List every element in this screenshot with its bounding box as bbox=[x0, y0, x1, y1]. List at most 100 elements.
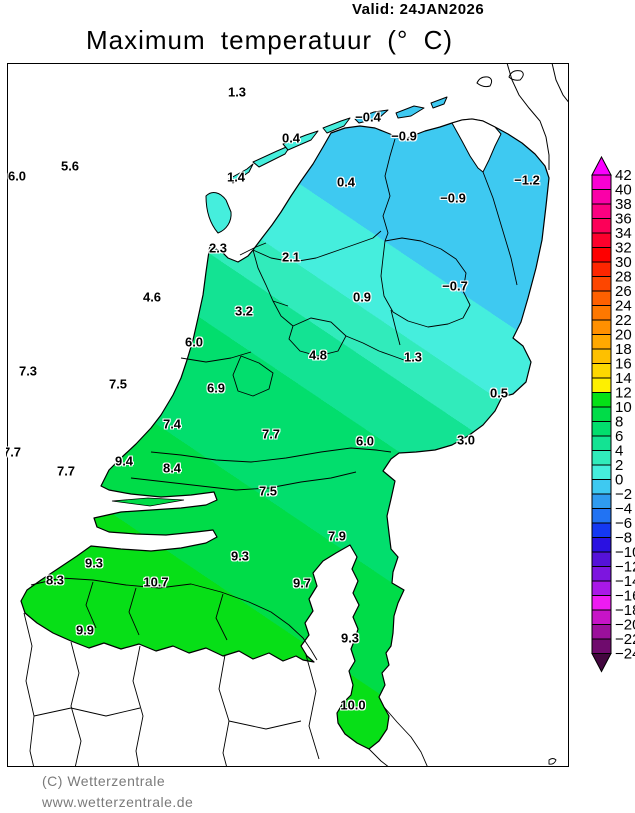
scale-cell bbox=[591, 392, 612, 408]
scale-cell bbox=[591, 522, 612, 538]
scale-tick-label: −20 bbox=[615, 617, 635, 634]
scale-cell bbox=[591, 247, 612, 263]
scale-cell bbox=[591, 566, 612, 582]
scale-tick-label: 24 bbox=[615, 298, 632, 315]
scale-cell bbox=[591, 406, 612, 422]
scale-cell bbox=[591, 334, 612, 350]
station-temp-label: 10.7 bbox=[143, 574, 169, 590]
scale-cell bbox=[591, 537, 612, 553]
scale-cell bbox=[591, 305, 612, 321]
station-temp-label: 9.3 bbox=[230, 548, 250, 564]
scale-cell bbox=[591, 276, 612, 292]
scale-arrow-top bbox=[591, 155, 612, 176]
scale-cell bbox=[591, 203, 612, 219]
island-schiermonnikoog bbox=[322, 117, 351, 134]
station-temp-label: 9.4 bbox=[114, 453, 134, 469]
scale-tick-label: 30 bbox=[615, 254, 632, 271]
island-ameland bbox=[282, 130, 319, 151]
scale-tick-label: 8 bbox=[615, 414, 623, 431]
station-temp-label: 0.4 bbox=[281, 130, 301, 146]
station-temp-label: 4.6 bbox=[142, 289, 162, 305]
station-temp-label: 7.5 bbox=[108, 376, 128, 392]
scale-cell bbox=[591, 174, 612, 190]
zeeland-island-sliver bbox=[111, 497, 185, 507]
color-scale-svg: 424038363432302826242220181614121086420−… bbox=[591, 155, 635, 673]
landmass-netherlands-flanders bbox=[20, 118, 550, 750]
station-temp-label: 3.2 bbox=[234, 303, 254, 319]
scale-tick-label: −8 bbox=[615, 530, 632, 547]
island-vlieland bbox=[228, 163, 254, 184]
scale-tick-label: −6 bbox=[615, 515, 632, 532]
scale-cell bbox=[591, 218, 612, 234]
station-temp-label: 6.0 bbox=[355, 433, 375, 449]
dollart-estuary bbox=[451, 118, 502, 173]
station-temp-label: −0.4 bbox=[355, 109, 381, 125]
scale-cell bbox=[591, 348, 612, 364]
scale-tick-label: −2 bbox=[615, 486, 632, 503]
temperature-color-scale: 42 40 38 36 34 32 30 28 26 24 22 20 18 16 14 12 10 8 6 4 2 0−… bbox=[585, 150, 635, 685]
scale-cell bbox=[591, 479, 612, 495]
station-temp-label: 7.7 bbox=[261, 426, 281, 442]
station-temp-label: 7.9 bbox=[327, 528, 347, 544]
island-rottum bbox=[354, 109, 389, 124]
scale-cell bbox=[591, 290, 612, 306]
station-temp-label: −0.9 bbox=[391, 128, 417, 144]
station-temp-label: 0.5 bbox=[489, 385, 509, 401]
scale-tick-label: 40 bbox=[615, 182, 632, 199]
scale-cell bbox=[591, 595, 612, 611]
scale-cell bbox=[591, 363, 612, 379]
scale-cell bbox=[591, 508, 612, 524]
ijsselmeer-lines bbox=[239, 242, 347, 357]
station-temp-label: 3.0 bbox=[456, 432, 476, 448]
map-geography bbox=[7, 63, 569, 767]
station-temp-label: 6.0 bbox=[7, 168, 27, 184]
station-temp-label: −0.9 bbox=[440, 190, 466, 206]
scale-tick-label: 10 bbox=[615, 399, 632, 416]
island-borkum bbox=[395, 105, 425, 119]
scale-tick-label: 18 bbox=[615, 341, 632, 358]
scale-tick-label: −16 bbox=[615, 588, 635, 605]
station-temp-label: 9.7 bbox=[292, 575, 312, 591]
station-temp-label: 2.3 bbox=[208, 240, 228, 256]
station-temp-label: 6.0 bbox=[184, 334, 204, 350]
station-temp-label: 7.7 bbox=[56, 463, 76, 479]
scale-tick-label: 38 bbox=[615, 196, 632, 213]
scale-tick-label: 36 bbox=[615, 211, 632, 228]
scale-cell bbox=[591, 261, 612, 277]
station-temp-label: 5.6 bbox=[60, 158, 80, 174]
scale-cell bbox=[591, 450, 612, 466]
scale-tick-label: 28 bbox=[615, 269, 632, 286]
station-temp-label: 9.3 bbox=[84, 555, 104, 571]
station-temp-label: 2.1 bbox=[281, 249, 301, 265]
station-temp-label: −0.7 bbox=[442, 278, 468, 294]
scale-tick-label: −24 bbox=[615, 646, 635, 663]
scale-cell bbox=[591, 189, 612, 205]
station-temp-label: 9.3 bbox=[340, 630, 360, 646]
station-temp-label: 1.3 bbox=[227, 84, 247, 100]
tiny-corner-islet bbox=[548, 758, 557, 765]
station-temp-label: 4.8 bbox=[308, 347, 328, 363]
station-temp-label: 6.9 bbox=[206, 380, 226, 396]
station-temp-label: 10.0 bbox=[340, 697, 366, 713]
station-temp-label: 8.4 bbox=[162, 460, 182, 476]
scale-tick-label: 26 bbox=[615, 283, 632, 300]
scale-cell bbox=[591, 319, 612, 335]
temperature-map: 1.3 −0.4 0.4 −0.9 5.6 6.0 1.4 −1.2 0.4 −0.9 2.3 2.1… bbox=[6, 62, 570, 768]
scale-tick-label: −12 bbox=[615, 559, 635, 576]
belgium-germany-borders bbox=[23, 612, 429, 767]
province-borders bbox=[30, 138, 518, 661]
scale-tick-label: −18 bbox=[615, 602, 635, 619]
scale-cell bbox=[591, 435, 612, 451]
station-temp-label: 7.4 bbox=[162, 416, 182, 432]
station-temp-label: 7.7 bbox=[6, 444, 22, 460]
station-temp-label: 1.4 bbox=[226, 169, 246, 185]
page-title: Maximum temperatuur (° C) bbox=[86, 25, 454, 55]
station-temp-label: 0.9 bbox=[352, 289, 372, 305]
scale-tick-label: 2 bbox=[615, 457, 623, 474]
scale-cell bbox=[591, 464, 612, 480]
scale-tick-label: 20 bbox=[615, 327, 632, 344]
german-coastline bbox=[506, 63, 569, 170]
copyright-text: (C) Wetterzentrale bbox=[42, 773, 166, 789]
valid-date-label: Valid: 24JAN2026 bbox=[352, 1, 485, 18]
scale-tick-label: 16 bbox=[615, 356, 632, 373]
